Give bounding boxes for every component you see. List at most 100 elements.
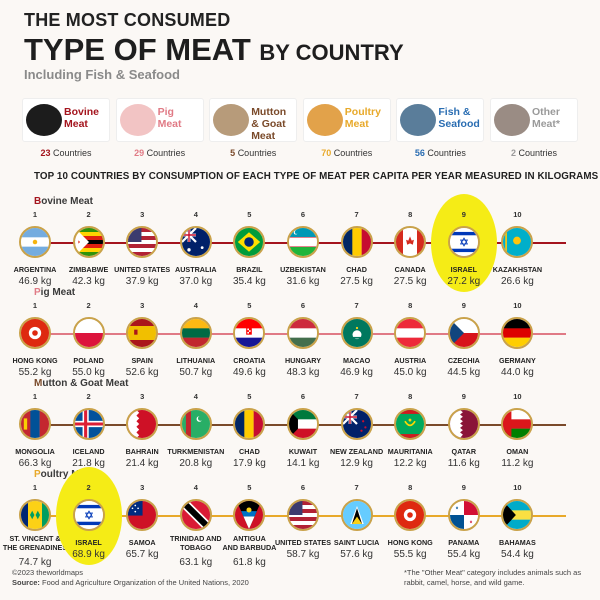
category-goat: Mutton & Goat Meat 5 Countries [209,98,298,164]
country-entry: 1 ARGENTINA 46.9 kg [6,210,64,296]
category-count-number: 2 [510,148,516,158]
category-count: 2 Countries [490,148,578,158]
consumption-value: 21.8 kg [72,458,105,469]
poland-flag-icon [72,317,105,349]
country-entry: 3 UNITED STATES 37.9 kg [113,210,171,296]
country-name: AUSTRALIA [175,265,217,274]
category-count-number: 5 [230,148,236,158]
category-name-line2: Seafood [438,118,480,130]
rank-label: 4 [193,392,198,401]
country-name: GERMANY [499,356,536,365]
country-entry: 1 HONG KONG 55.2 kg [6,301,64,387]
category-count-number: 56 [414,148,425,158]
title-line-1: THE MOST CONSUMED [24,10,231,30]
consumption-value: 27.5 kg [393,276,427,287]
category-name: Bovine Meat [64,106,110,130]
category-count: 70 Countries [303,148,391,158]
category-name-line1: Mutton [251,106,287,118]
country-entry: 5 BRAZIL 35.4 kg [220,210,278,296]
rabbit-icon [493,104,530,136]
rank-label: 5 [247,210,252,219]
category-name-line2: Meat* [531,118,560,130]
rank-label: 8 [408,210,413,219]
category-count-label: Countries [146,148,186,158]
other-meat-note: *The "Other Meat" category includes anim… [404,568,582,587]
country-entry: 2 ZIMBABWE 42.3 kg [60,210,118,296]
consumption-value: 55.4 kg [447,549,481,560]
category-chicken: Poultry Meat 70 Countries [302,98,391,164]
consumption-value: 61.8 kg [232,557,266,568]
argentina-flag-icon [19,226,51,258]
country-entry: 2 POLAND 55.0 kg [60,301,118,387]
country-entry: 2 ICELAND 21.8 kg [60,392,118,478]
newzealand-flag-icon [340,408,373,440]
country-name: CHAD [239,447,260,456]
rank-label: 5 [247,301,252,310]
usa-flag-icon [126,226,159,258]
country-entry: 1 ST. VINCENT & THE GRENADINES 74.7 kg [3,483,67,569]
consumption-value: 11.2 kg [501,458,534,469]
country-entry: 7 CHAD 27.5 kg [328,210,386,296]
country-name-line1: TRINIDAD AND [169,534,222,543]
category-name-line2: Meat [157,118,182,130]
category-name-line1: Fish & [438,106,471,118]
category-count: 56 Countries [396,148,484,158]
canada-flag-icon [394,226,427,258]
series-title-rest: ig Meat [40,287,76,298]
czechia-flag-icon [447,317,480,349]
country-name: LITHUANIA [176,356,216,365]
top10-heading: TOP 10 COUNTRIES BY CONSUMPTION OF EACH … [34,171,599,182]
country-entry: 6 HUNGARY 48.3 kg [274,301,332,387]
antigua-flag-icon [233,499,266,531]
consumption-value: 48.3 kg [286,367,320,378]
copyright: ©2023 theworldmaps [12,568,83,577]
croatia-flag-icon [233,317,266,349]
country-entry: 2 ISRAEL 68.9 kg [60,483,118,569]
consumption-value: 35.4 kg [232,276,266,287]
country-name: HUNGARY [284,356,322,365]
country-name: UZBEKISTAN [280,265,326,274]
country-entry: 3 BAHRAIN 21.4 kg [113,392,171,478]
rank-label: 1 [32,483,38,492]
category-count-label: Countries [53,148,92,158]
consumption-value: 44.5 kg [447,367,481,378]
kuwait-flag-icon [287,408,319,440]
rank-label: 10 [513,483,522,492]
rank-label: 6 [300,483,306,492]
consumption-value: 27.2 kg [447,276,481,287]
series-1: Pig Meat 1 HONG KONG 55.2 kg 2 POLAND 55… [0,287,600,387]
hongkong-flag-icon [394,499,427,531]
title-line-2: TYPE OF MEAT BY COUNTRY [24,32,404,68]
consumption-value: 68.9 kg [72,549,105,560]
country-name-line2: AND BARBUDA [222,542,277,552]
country-name: OMAN [506,447,529,456]
country-name-line1: ANTIGUA [233,534,266,543]
consumption-value: 37.9 kg [125,276,159,287]
country-name: POLAND [73,356,104,365]
country-entry: 7 NEW ZEALAND 12.9 kg [328,392,386,478]
category-legend: Bovine Meat 23 Countries Pig Meat 29 Cou… [22,98,578,164]
consumption-value: 44.0 kg [500,367,534,378]
cow-icon [26,104,62,136]
mauritania-flag-icon [394,408,427,440]
country-entry: 8 AUSTRIA 45.0 kg [381,301,439,387]
rank-label: 10 [513,301,522,310]
category-name-line1: Bovine [64,106,100,118]
country-name: UNITED STATES [274,538,332,547]
rank-label: 3 [140,483,145,492]
category-name: Other Meat* [532,106,578,130]
rank-label: 3 [140,210,145,219]
category-count-number: 70 [321,148,332,158]
country-name: TURKMENISTAN [167,447,225,456]
israel-flag-icon [447,226,480,258]
rank-label: 3 [140,301,145,310]
rank-label: 8 [408,483,413,492]
category-pig: Pig Meat 29 Countries [115,98,204,164]
country-entry: 5 ANTIGUA AND BARBUDA 61.8 kg [220,483,278,569]
consumption-value: 55.0 kg [72,367,105,378]
series-title-initial: B [34,196,42,207]
country-name: TRINIDAD AND TOBAGO [159,534,233,552]
rank-label: 10 [513,392,522,401]
country-name: MACAO [343,356,371,365]
country-name: MONGOLIA [15,447,55,456]
